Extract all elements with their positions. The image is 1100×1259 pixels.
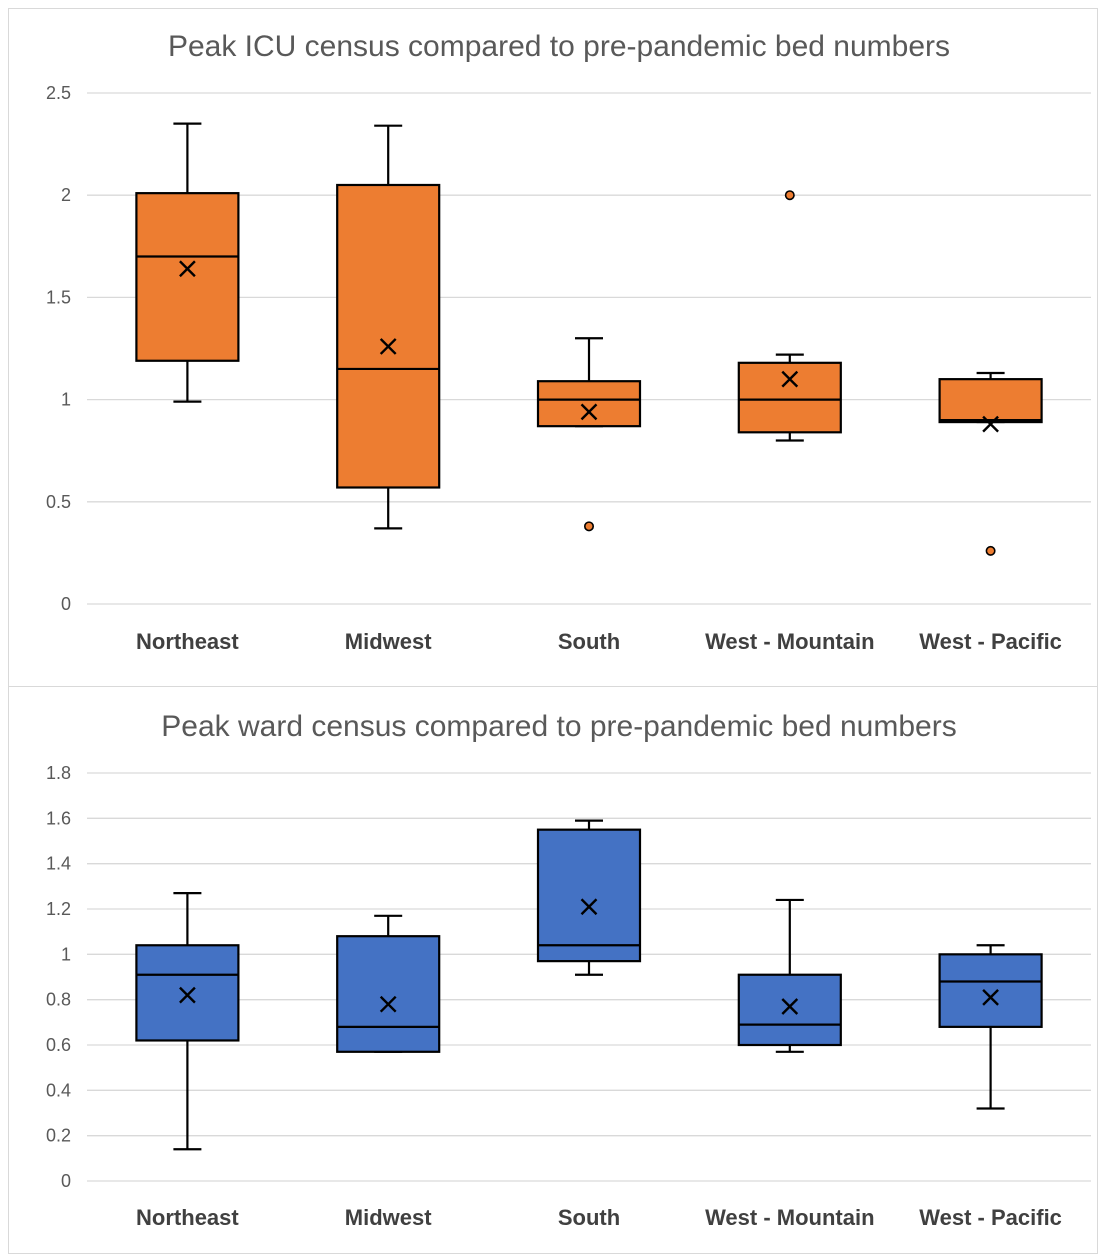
mean-marker <box>982 415 999 433</box>
y-tick-label: 0.4 <box>46 1080 71 1100</box>
box-iqr <box>737 973 842 1047</box>
category-label: West - Mountain <box>705 1205 874 1230</box>
y-tick-label: 0.5 <box>46 492 71 512</box>
mean-marker <box>179 260 196 278</box>
mean-marker <box>379 995 397 1013</box>
outlier-point <box>985 545 996 556</box>
y-tick-label: 1.8 <box>46 763 71 783</box>
y-tick-label: 0 <box>61 1171 71 1191</box>
box-iqr <box>737 361 842 434</box>
box-west-mountain <box>737 898 842 1053</box>
box-iqr <box>336 935 441 1053</box>
icu-box-plot: Peak ICU census compared to pre-pandemic… <box>46 30 1091 654</box>
mean-marker <box>781 998 799 1015</box>
box-west-pacific <box>938 944 1043 1110</box>
category-label: West - Mountain <box>705 629 874 654</box>
y-tick-label: 1.5 <box>46 287 71 307</box>
category-label: South <box>558 1205 620 1230</box>
mean-marker <box>580 403 598 421</box>
chart-title: Peak ward census compared to pre-pandemi… <box>161 710 956 743</box>
y-tick-label: 0.2 <box>46 1126 71 1146</box>
box-iqr <box>536 380 642 428</box>
y-tick-label: 0 <box>61 594 71 614</box>
ward-chart-panel: Peak ward census compared to pre-pandemi… <box>8 686 1098 1254</box>
y-tick-label: 1 <box>61 390 71 410</box>
icu-chart-panel: Peak ICU census compared to pre-pandemic… <box>8 8 1098 688</box>
y-tick-label: 2.5 <box>46 83 71 103</box>
box-northeast <box>135 892 240 1151</box>
category-label: West - Pacific <box>919 629 1062 654</box>
box-west-mountain <box>737 190 842 442</box>
box-iqr <box>938 378 1043 424</box>
y-tick-label: 1.2 <box>46 899 71 919</box>
box-iqr <box>536 828 642 963</box>
y-tick-label: 1 <box>61 944 71 964</box>
ward-box-plot: Peak ward census compared to pre-pandemi… <box>46 710 1091 1230</box>
y-tick-label: 2 <box>61 185 71 205</box>
box-south <box>536 337 642 532</box>
category-label: South <box>558 629 620 654</box>
mean-marker <box>982 989 999 1006</box>
box-west-pacific <box>938 371 1043 556</box>
category-label: Northeast <box>136 1205 239 1230</box>
box-south <box>536 819 642 976</box>
box-iqr <box>938 953 1043 1028</box>
category-label: Northeast <box>136 629 239 654</box>
y-tick-label: 1.6 <box>46 808 71 828</box>
box-northeast <box>135 122 240 403</box>
category-label: Midwest <box>345 1205 432 1230</box>
mean-marker <box>379 338 397 355</box>
chart-title: Peak ICU census compared to pre-pandemic… <box>168 30 950 63</box>
box-iqr <box>135 944 240 1042</box>
box-iqr <box>135 192 240 362</box>
y-tick-label: 0.8 <box>46 990 71 1010</box>
y-tick-label: 1.4 <box>46 854 71 874</box>
box-midwest <box>336 914 441 1053</box>
box-midwest <box>336 124 441 530</box>
mean-marker <box>781 370 799 388</box>
mean-marker <box>580 898 598 916</box>
category-label: Midwest <box>345 629 432 654</box>
outlier-point <box>784 190 795 201</box>
outlier-point <box>583 521 594 532</box>
mean-marker <box>179 986 196 1004</box>
box-iqr <box>336 183 441 489</box>
category-label: West - Pacific <box>919 1205 1062 1230</box>
y-tick-label: 0.6 <box>46 1035 71 1055</box>
